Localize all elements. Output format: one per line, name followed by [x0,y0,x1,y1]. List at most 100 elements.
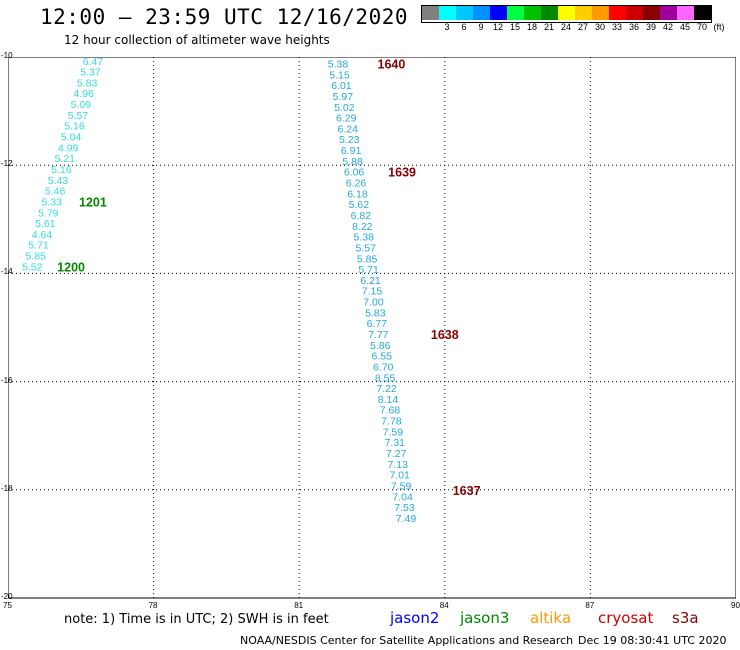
legend-swatch [439,6,456,20]
east-track-swh-value: 6.01 [331,80,352,92]
west-track-swh-value: 5.57 [68,110,89,122]
lon-tick-label: 87 [585,601,595,610]
legend-swatch [507,6,524,20]
legend-label: 39 [645,22,656,32]
credit-text: NOAA/NESDIS Center for Satellite Applica… [240,634,574,647]
east-track-swh-value: 6.55 [371,351,392,363]
east-track-swh-value: 6.21 [360,275,381,287]
wave-height-map: 6.475.375.834.965.095.575.165.044.995.21… [8,57,736,599]
east-track-swh-value: 6.24 [338,123,359,135]
lon-tick-label: 78 [148,601,158,610]
west-track-swh-value: 5.71 [28,240,49,252]
lat-tick-label: -16 [1,375,13,385]
east-track-swh-value: 7.01 [389,470,410,482]
east-track-swh-value: 7.15 [362,286,383,298]
west-track-swh-value: 5.37 [80,67,101,79]
east-track-swh-value: 6.77 [367,318,388,330]
lat-tick-label: -20 [1,592,13,601]
east-track-time-label: 1637 [453,484,481,498]
west-track-swh-value: 5.85 [25,251,46,263]
legend-swatch [558,6,575,20]
east-track-swh-value: 5.23 [339,134,360,146]
west-track-swh-value: 6.47 [83,57,104,68]
legend-label: 18 [526,22,537,32]
color-legend [421,5,712,23]
east-track-swh-value: 5.02 [334,102,355,114]
satellite-label-jason3: jason3 [460,609,510,627]
page-subtitle: 12 hour collection of altimeter wave hei… [64,33,330,47]
east-track-swh-value: 7.27 [386,448,407,460]
west-track-swh-value: 5.52 [22,261,43,273]
legend-swatch [677,6,694,20]
west-track-time-label: 1200 [57,260,85,274]
east-track-swh-value: 8.14 [378,394,399,406]
east-track-swh-value: 5.97 [333,91,354,103]
east-track-swh-value: 7.49 [396,513,417,525]
lon-tick-label: 75 [3,601,12,610]
west-track-swh-value: 4.96 [73,88,94,100]
east-track-swh-value: 7.31 [385,437,406,449]
east-track-swh-value: 5.85 [357,253,378,265]
legend-swatch [541,6,558,20]
west-track-swh-value: 5.21 [55,153,76,165]
east-track-swh-value: 5.38 [328,58,349,70]
page-title: 12:00 – 23:59 UTC 12/16/2020 [40,5,409,29]
east-track-swh-value: 5.86 [370,340,391,352]
legend-swatch [524,6,541,20]
east-track-swh-value: 7.59 [391,480,412,492]
legend-swatch [592,6,609,20]
legend-unit: (ft) [713,22,725,32]
west-track-time-label: 1201 [79,195,107,209]
legend-label: 42 [662,22,673,32]
east-track-swh-value: 6.91 [341,145,362,157]
east-track-swh-value: 6.18 [347,188,368,200]
east-track-swh-value: 7.68 [380,405,401,417]
east-track-swh-value: 6.29 [336,113,357,125]
east-track-swh-value: 7.77 [368,329,389,341]
west-track-swh-value: 5.09 [71,99,92,111]
east-track-swh-value: 5.38 [354,232,375,244]
satellite-label-s3a: s3a [672,609,699,627]
west-track-swh-value: 5.43 [48,175,69,187]
map-frame [8,57,736,599]
legend-label: 27 [577,22,588,32]
west-track-swh-value: 5.61 [35,218,56,230]
lon-tick-label: 81 [294,601,304,610]
satellite-label-jason2: jason2 [390,609,440,627]
east-track-swh-value: 5.15 [329,69,350,81]
lat-tick-label: -14 [1,267,13,277]
east-track-swh-value: 5.71 [358,264,379,276]
legend-swatch [456,6,473,20]
legend-label: 9 [478,22,484,32]
east-track-swh-value: 8.22 [352,221,373,233]
west-track-swh-value: 5.83 [77,77,98,89]
legend-label: 15 [509,22,520,32]
east-track-swh-value: 5.83 [365,307,386,319]
legend-label: 70 [696,22,707,32]
east-track-swh-value: 8.55 [375,372,396,384]
legend-label: 30 [594,22,605,32]
east-track-swh-value: 5.62 [349,199,370,211]
west-track-swh-value: 5.46 [45,186,66,198]
legend-label: 3 [444,22,450,32]
legend-label: 36 [628,22,639,32]
legend-label: 12 [492,22,503,32]
legend-swatch [660,6,677,20]
legend-swatch [473,6,490,20]
west-track-swh-value: 5.33 [41,196,62,208]
legend-swatch [626,6,643,20]
east-track-swh-value: 6.70 [373,361,394,373]
west-track-swh-value: 5.16 [51,164,72,176]
east-track-swh-value: 7.22 [376,383,397,395]
east-track-swh-value: 6.82 [351,210,372,222]
timestamp-text: Dec 19 08:30:41 UTC 2020 [578,634,727,647]
satellite-label-cryosat: cryosat [598,609,654,627]
east-track-swh-value: 5.88 [342,156,363,168]
west-track-swh-value: 4.99 [58,142,79,154]
lat-tick-label: -10 [1,51,13,60]
legend-label: 33 [611,22,622,32]
legend-swatch [575,6,592,20]
legend-swatch [422,6,439,20]
legend-swatch [694,6,711,20]
west-track-swh-value: 4.64 [32,229,53,241]
